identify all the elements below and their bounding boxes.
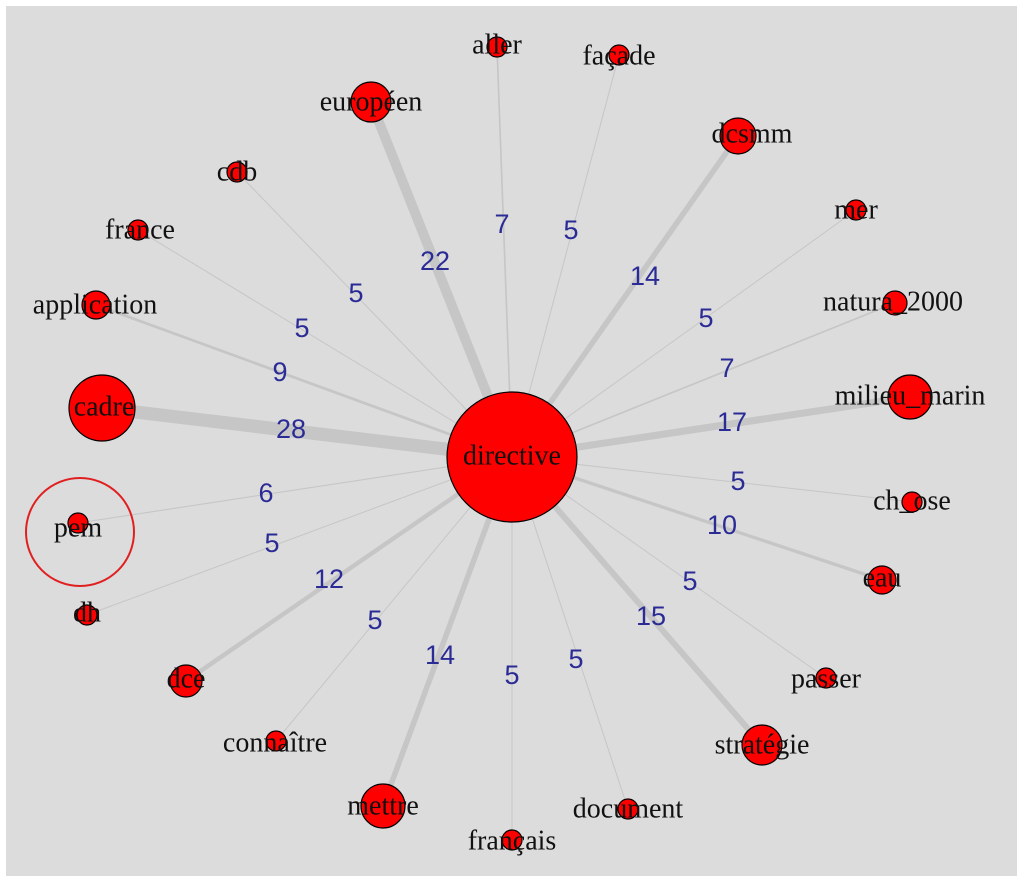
edge bbox=[511, 456, 913, 503]
node-label: directive bbox=[463, 440, 561, 471]
node bbox=[127, 219, 149, 241]
node bbox=[486, 36, 508, 58]
node bbox=[226, 161, 248, 183]
edge-label: 22 bbox=[420, 246, 450, 276]
edge-label: 17 bbox=[717, 407, 747, 437]
node bbox=[68, 374, 136, 442]
nodes bbox=[67, 36, 933, 851]
node bbox=[67, 512, 89, 534]
edge bbox=[77, 456, 513, 524]
node bbox=[350, 81, 392, 123]
node-label: natura_2000 bbox=[823, 286, 963, 317]
node-label: aller bbox=[472, 29, 522, 60]
edge bbox=[184, 455, 514, 683]
node-label: mer bbox=[834, 194, 878, 225]
edge-label: 5 bbox=[698, 303, 713, 333]
node-label: dcsmm bbox=[712, 118, 793, 149]
edge bbox=[137, 229, 513, 458]
node bbox=[741, 724, 783, 766]
node-label: connaître bbox=[223, 727, 327, 758]
edge-label: 28 bbox=[276, 414, 306, 444]
node bbox=[719, 117, 757, 155]
node bbox=[617, 798, 639, 820]
node bbox=[360, 783, 406, 829]
edge-label: 9 bbox=[272, 357, 287, 387]
edge bbox=[95, 303, 513, 459]
node-label: français bbox=[468, 825, 557, 856]
node bbox=[501, 829, 523, 851]
edge bbox=[86, 456, 513, 616]
node bbox=[446, 391, 578, 523]
edge-label: 7 bbox=[494, 209, 509, 239]
node bbox=[265, 730, 287, 752]
edge bbox=[101, 401, 513, 464]
edge-label: 12 bbox=[314, 564, 344, 594]
node-label: ch_ose bbox=[873, 485, 951, 516]
node bbox=[815, 667, 837, 689]
highlight-circle bbox=[25, 477, 135, 587]
node-label: france bbox=[105, 214, 175, 245]
node-label: application bbox=[33, 289, 157, 320]
edge-label: 5 bbox=[294, 313, 309, 343]
edge-label: 5 bbox=[348, 278, 363, 308]
edge-label: 5 bbox=[568, 644, 583, 674]
edge bbox=[236, 171, 513, 458]
edge-label: 10 bbox=[707, 510, 737, 540]
node-label: mettre bbox=[347, 790, 419, 821]
edge bbox=[511, 393, 911, 461]
edge-label: 14 bbox=[630, 261, 660, 291]
node bbox=[76, 604, 98, 626]
edge bbox=[511, 209, 857, 458]
node bbox=[867, 565, 897, 595]
node bbox=[81, 290, 111, 320]
node bbox=[608, 44, 630, 66]
node-label: stratégie bbox=[715, 729, 810, 760]
edge-label: 6 bbox=[258, 478, 273, 508]
edge-label: 5 bbox=[264, 528, 279, 558]
edge-label: 5 bbox=[682, 566, 697, 596]
node bbox=[882, 290, 908, 316]
node-label: pem bbox=[54, 512, 102, 543]
edge-label: 5 bbox=[504, 660, 519, 690]
labels: 7 522 14555791728561055121555145directivea… bbox=[33, 29, 986, 856]
node bbox=[887, 374, 933, 420]
node bbox=[169, 664, 203, 698]
node bbox=[845, 199, 867, 221]
node-label: cadre bbox=[74, 391, 135, 422]
node-label: européen bbox=[320, 86, 423, 117]
edge-label: 5 bbox=[563, 215, 578, 245]
node-label: cdb bbox=[217, 156, 257, 187]
node-label: façade bbox=[582, 40, 655, 71]
edge bbox=[511, 54, 620, 458]
node bbox=[901, 491, 923, 513]
node-label: milieu_marin bbox=[835, 380, 986, 411]
edge bbox=[496, 46, 513, 458]
edge-label: 5 bbox=[367, 605, 382, 635]
node-label: document bbox=[573, 793, 684, 824]
edge-label: 5 bbox=[730, 466, 745, 496]
node-label: passer bbox=[791, 663, 862, 694]
edge-label: 7 bbox=[719, 353, 734, 383]
edge-label: 15 bbox=[636, 601, 666, 631]
node-label: eau bbox=[863, 562, 902, 593]
node-label: dh bbox=[73, 597, 101, 628]
edge-label: 14 bbox=[425, 640, 455, 670]
node-label: dce bbox=[167, 663, 206, 694]
edge bbox=[511, 302, 896, 458]
